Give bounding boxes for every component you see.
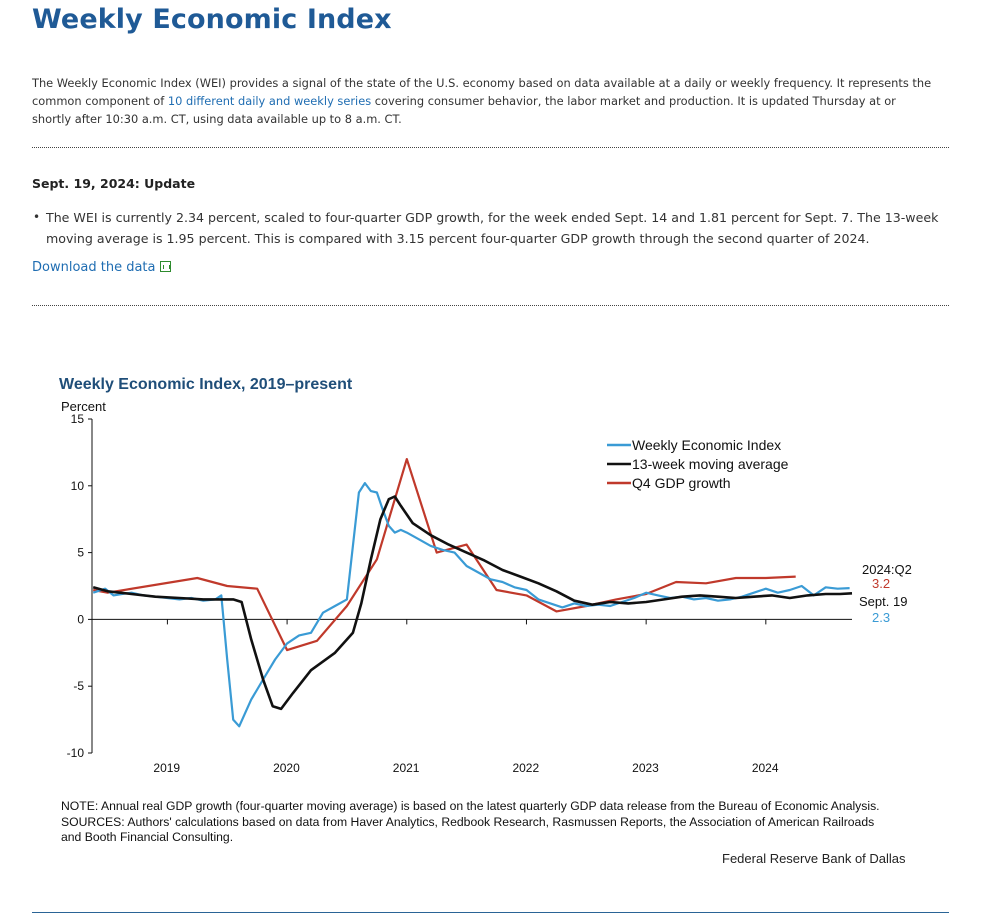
sources-text: SOURCES: Authors' calculations based on … bbox=[61, 814, 875, 845]
series-lines bbox=[92, 457, 853, 728]
axes: -10 -5 0 5 10 15 2019 2020 2021 2022 2023 2024 bbox=[67, 412, 852, 775]
x-tick-label: 2023 bbox=[632, 761, 659, 775]
x-tick-label: 2022 bbox=[512, 761, 539, 775]
end-annotations: 2024:Q2 3.2 Sept. 19 2.3 bbox=[859, 562, 912, 625]
x-tick-label: 2021 bbox=[393, 761, 420, 775]
y-axis-label: Percent bbox=[61, 399, 106, 414]
intro-paragraph: The Weekly Economic Index (WEI) provides… bbox=[32, 74, 932, 128]
series-line-wei bbox=[92, 481, 850, 728]
note-text: NOTE: Annual real GDP growth (four-quart… bbox=[61, 799, 880, 813]
wei-chart: Weekly Economic Index, 2019–present Perc… bbox=[59, 376, 912, 775]
update-text: The WEI is currently 2.34 percent, scale… bbox=[46, 210, 939, 246]
page-title: Weekly Economic Index bbox=[32, 4, 392, 35]
chart-notes: NOTE: Annual real GDP growth (four-quart… bbox=[61, 799, 891, 846]
divider bbox=[32, 147, 949, 148]
y-tick-label: 15 bbox=[71, 412, 85, 426]
y-tick-label: 5 bbox=[77, 546, 84, 560]
y-tick-label: 10 bbox=[71, 479, 85, 493]
series-line-gdp bbox=[92, 457, 796, 652]
y-tick-label: -5 bbox=[73, 679, 84, 693]
x-tick-label: 2019 bbox=[153, 761, 180, 775]
download-label[interactable]: Download the data bbox=[32, 260, 156, 275]
y-tick-label: 0 bbox=[77, 612, 84, 626]
legend-label: Weekly Economic Index bbox=[632, 437, 781, 453]
gdp-end-value: 3.2 bbox=[872, 576, 890, 591]
bullet-dot: • bbox=[33, 210, 41, 224]
y-tick-label: -10 bbox=[67, 746, 85, 760]
update-heading: Sept. 19, 2024: Update bbox=[32, 176, 196, 191]
gdp-end-label: 2024:Q2 bbox=[862, 562, 912, 577]
wei-end-value: 2.3 bbox=[872, 610, 890, 625]
legend-label: Q4 GDP growth bbox=[632, 475, 731, 491]
intro-text-start: The Weekly Economic Index (WEI) provides… bbox=[32, 76, 932, 108]
wei-end-label: Sept. 19 bbox=[859, 594, 907, 609]
spreadsheet-icon[interactable] bbox=[159, 261, 171, 272]
x-tick-label: 2020 bbox=[273, 761, 300, 775]
divider bbox=[32, 305, 949, 306]
x-tick-label: 2024 bbox=[752, 761, 779, 775]
bottom-divider bbox=[32, 912, 949, 913]
credit: Federal Reserve Bank of Dallas bbox=[722, 851, 906, 866]
series-link[interactable]: 10 different daily and weekly series bbox=[167, 94, 372, 108]
chart-title: Weekly Economic Index, 2019–present bbox=[59, 376, 353, 393]
intro-text-end: covering consumer behavior, the labor ma… bbox=[32, 94, 896, 126]
series-line-moving-average bbox=[92, 495, 853, 711]
download-data-link[interactable]: Download the data bbox=[32, 260, 171, 275]
legend-label: 13-week moving average bbox=[632, 456, 789, 472]
update-bullet: • The WEI is currently 2.34 percent, sca… bbox=[33, 207, 951, 249]
legend: Weekly Economic Index 13-week moving aver… bbox=[607, 437, 789, 491]
